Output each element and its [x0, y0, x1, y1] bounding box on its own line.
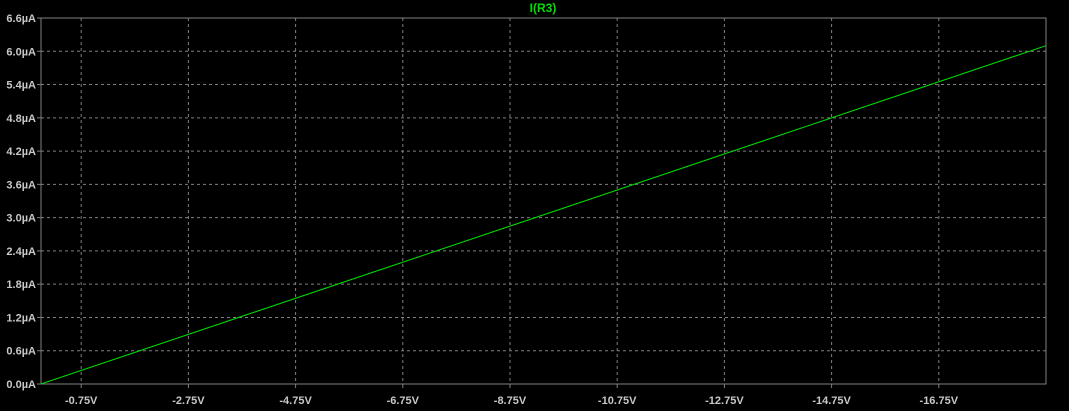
x-tick-label: -4.75V	[279, 395, 312, 407]
y-tick-label: 1.8µA	[6, 279, 36, 291]
plot-frame	[40, 17, 1047, 385]
y-tick-label: 4.8µA	[6, 113, 36, 125]
y-tick-label: 0.0µA	[6, 379, 36, 391]
y-tick-label: 3.0µA	[6, 213, 36, 225]
y-tick-label: 6.0µA	[6, 46, 36, 58]
x-tick-label: -0.75V	[65, 395, 98, 407]
x-tick-label: -6.75V	[387, 395, 420, 407]
x-tick-label: -16.75V	[920, 395, 959, 407]
y-tick-label: 5.4µA	[6, 80, 36, 92]
x-tick-label: -2.75V	[172, 395, 205, 407]
x-tick-label: -14.75V	[812, 395, 851, 407]
trace-title[interactable]: I(R3)	[530, 1, 557, 15]
trace-line-i-r3[interactable]	[40, 45, 1047, 385]
y-tick-label: 1.2µA	[6, 312, 36, 324]
y-tick-label: 4.2µA	[6, 146, 36, 158]
x-tick-label: -8.75V	[494, 395, 527, 407]
trace-layer	[40, 45, 1047, 385]
y-tick-label: 6.6µA	[6, 13, 36, 25]
y-axis: 0.0µA 0.6µA 1.2µA 1.8µA 2.4µA 3.0µA 3.6µA 4.2µA…	[6, 13, 41, 391]
x-tick-label: -10.75V	[598, 395, 637, 407]
y-tick-label: 3.6µA	[6, 179, 36, 191]
y-tick-label: 0.6µA	[6, 346, 36, 358]
grid	[41, 18, 1046, 384]
x-tick-label: -12.75V	[705, 395, 744, 407]
y-tick-label: 2.4µA	[6, 246, 36, 258]
x-axis: -0.75V -2.75V -4.75V -6.75V -8.75V -10.75V -12…	[65, 384, 959, 407]
